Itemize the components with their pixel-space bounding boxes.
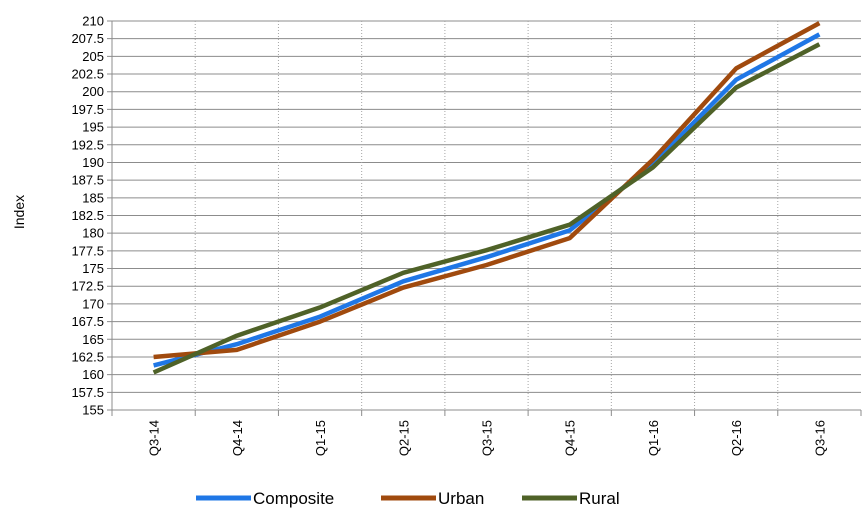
y-axis-title: Index — [11, 195, 27, 229]
y-tick-label: 202.5 — [71, 67, 104, 82]
series-line-urban — [153, 21, 821, 360]
x-tick-label: Q2-15 — [396, 420, 411, 456]
y-tick-labels: 155 157.5 160 162.5 165 167.5 170 172.5 175 177.5… — [71, 14, 104, 418]
legend: Composite Urban Rural — [196, 489, 620, 508]
y-tick-label: 180 — [82, 226, 104, 241]
y-tick-label: 210 — [82, 14, 104, 29]
y-tick-label: 157.5 — [71, 385, 104, 400]
y-tick-label: 167.5 — [71, 314, 104, 329]
y-tick-label: 197.5 — [71, 102, 104, 117]
y-tick-label: 207.5 — [71, 31, 104, 46]
x-tick-label: Q3-14 — [147, 420, 162, 456]
y-tick-label: 200 — [82, 84, 104, 99]
x-tick-label: Q1-15 — [313, 420, 328, 456]
series-line-rural — [152, 42, 821, 375]
y-tick-label: 175 — [82, 261, 104, 276]
series-line-composite — [153, 32, 821, 368]
axes — [111, 21, 862, 416]
y-tick-label: 172.5 — [71, 279, 104, 294]
y-tick-label: 195 — [82, 120, 104, 135]
y-tick-label: 205 — [82, 49, 104, 64]
y-tick-label: 192.5 — [71, 137, 104, 152]
series-lines — [152, 21, 821, 375]
legend-label-urban: Urban — [438, 489, 484, 508]
y-tick-label: 170 — [82, 296, 104, 311]
x-tick-label: Q3-15 — [480, 420, 495, 456]
legend-label-composite: Composite — [253, 489, 334, 508]
x-tick-label: Q1-16 — [646, 420, 661, 456]
y-tick-label: 190 — [82, 155, 104, 170]
x-tick-labels: Q3-14 Q4-14 Q1-15 Q2-15 Q3-15 Q4-15 Q1-16 Q2-16… — [147, 420, 828, 456]
y-tick-label: 187.5 — [71, 173, 104, 188]
y-tick-label: 165 — [82, 332, 104, 347]
x-tick-label: Q3-16 — [812, 420, 827, 456]
legend-label-rural: Rural — [579, 489, 620, 508]
y-tick-label: 155 — [82, 403, 104, 418]
y-tick-label: 177.5 — [71, 243, 104, 258]
y-tick-label: 160 — [82, 367, 104, 382]
y-tick-label: 162.5 — [71, 349, 104, 364]
y-tick-label: 182.5 — [71, 208, 104, 223]
y-tick-label: 185 — [82, 190, 104, 205]
grid-lines — [107, 20, 861, 411]
x-tick-label: Q4-15 — [563, 420, 578, 456]
x-tick-label: Q4-14 — [230, 420, 245, 456]
x-tick-label: Q2-16 — [729, 420, 744, 456]
